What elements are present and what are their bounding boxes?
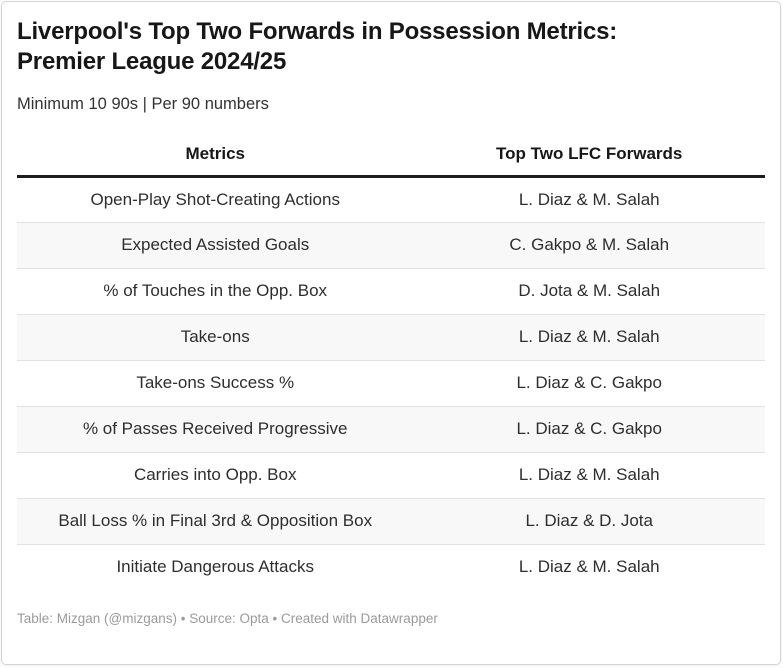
forwards-cell: C. Gakpo & M. Salah [509, 235, 670, 254]
header-row: Metrics Top Two LFC Forwards [17, 133, 765, 178]
footer-credits: Table: Mizgan (@mizgans) • Source: Opta … [17, 611, 438, 626]
metric-cell: Carries into Opp. Box [133, 465, 297, 484]
forwards-cell: L. Diaz & C. Gakpo [516, 373, 662, 392]
forwards-cell: L. Diaz & C. Gakpo [516, 419, 662, 438]
table-row: % of Passes Received Progressive L. Diaz … [17, 406, 765, 452]
table-body: Open-Play Shot-Creating Actions L. Diaz &… [17, 176, 765, 590]
metric-cell: % of Touches in the Opp. Box [103, 281, 328, 300]
forwards-cell: D. Jota & M. Salah [518, 281, 661, 300]
table-subtitle: Minimum 10 90s | Per 90 numbers [17, 95, 269, 113]
page-title: Liverpool's Top Two Forwards in Possessi… [17, 17, 765, 77]
table-row: Take-ons Success % L. Diaz & C. Gakpo [17, 360, 765, 406]
forwards-cell: L. Diaz & M. Salah [518, 557, 660, 577]
forwards-cell: L. Diaz & M. Salah [518, 465, 660, 484]
metric-cell: Expected Assisted Goals [121, 235, 310, 254]
metric-cell: Initiate Dangerous Attacks [116, 557, 314, 577]
metrics-table: Metrics Top Two LFC Forwards Open-Play S… [17, 133, 765, 590]
metric-cell: Take-ons [180, 327, 250, 346]
page-title-line-2: Premier League 2024/25 [17, 48, 287, 75]
forwards-cell: L. Diaz & M. Salah [518, 189, 660, 209]
table-row: Open-Play Shot-Creating Actions L. Diaz &… [17, 176, 765, 222]
table-row: % of Touches in the Opp. Box D. Jota & M.… [17, 268, 765, 314]
table-row: Initiate Dangerous Attacks L. Diaz & M. S… [17, 544, 765, 590]
page-title-line-1: Liverpool's Top Two Forwards in Possessi… [17, 18, 618, 45]
metric-cell: % of Passes Received Progressive [82, 419, 348, 438]
table-row: Carries into Opp. Box L. Diaz & M. Salah [17, 452, 765, 498]
forwards-cell: L. Diaz & M. Salah [518, 327, 660, 346]
table-row: Ball Loss % in Final 3rd & Opposition Bo… [17, 498, 765, 544]
table-row: Take-ons L. Diaz & M. Salah [17, 314, 765, 360]
metric-cell: Ball Loss % in Final 3rd & Opposition Bo… [58, 511, 373, 530]
forwards-cell: L. Diaz & D. Jota [525, 511, 653, 530]
metric-cell: Take-ons Success % [136, 373, 295, 392]
column-header-forwards: Top Two LFC Forwards [413, 133, 765, 178]
metric-cell: Open-Play Shot-Creating Actions [90, 189, 340, 209]
column-header-metrics: Metrics [17, 133, 414, 178]
table-header: Metrics Top Two LFC Forwards [17, 133, 765, 178]
table-row: Expected Assisted Goals C. Gakpo & M. Sal… [17, 222, 765, 268]
